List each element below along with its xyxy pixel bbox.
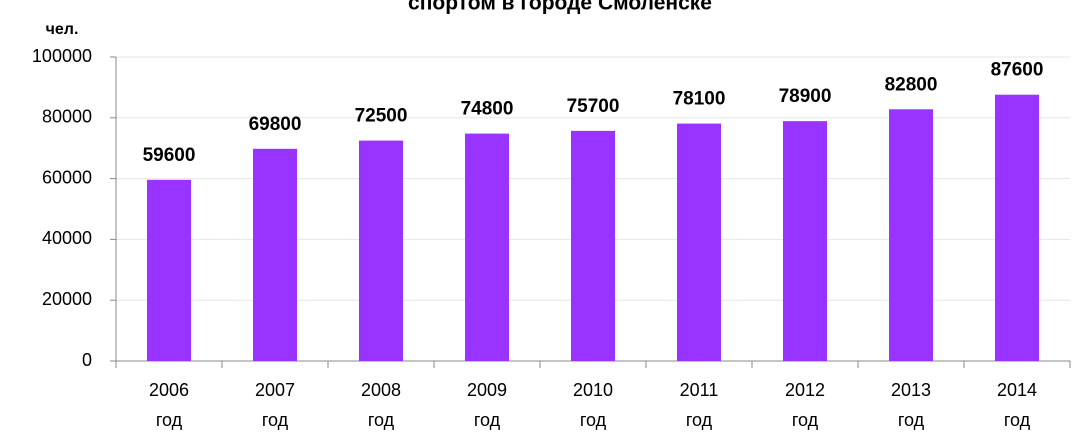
x-tick-label: 2006 год	[148, 380, 190, 430]
y-axis-label: чел.	[46, 21, 79, 38]
y-tick-label: 60000	[42, 167, 92, 187]
bar	[995, 94, 1039, 362]
data-label: 69800	[249, 114, 302, 135]
chart-title: спортом в городе Смоленске	[408, 0, 712, 15]
bar	[253, 148, 297, 361]
y-tick-label: 20000	[42, 289, 92, 309]
data-label: 72500	[355, 106, 408, 127]
y-tick-label: 100000	[32, 46, 92, 66]
y-tick-label: 0	[82, 350, 92, 370]
bar	[465, 133, 509, 361]
data-label: 78900	[779, 86, 832, 107]
data-label: 59600	[143, 145, 196, 166]
bar	[889, 109, 933, 362]
data-label: 82800	[885, 74, 938, 95]
bar	[147, 179, 191, 361]
x-tick-label: 2009 год	[466, 380, 508, 430]
bar	[783, 121, 827, 361]
bar	[677, 123, 721, 362]
x-tick-label: 2010 год	[572, 380, 614, 430]
x-tick-label: 2008 год	[360, 380, 402, 430]
x-tick-label: 2011 год	[679, 380, 719, 430]
data-label: 87600	[991, 60, 1044, 81]
data-label: 78100	[673, 89, 726, 110]
data-label: 74800	[461, 99, 514, 120]
data-label: 75700	[567, 96, 620, 117]
x-tick-label: 2007 год	[254, 380, 296, 430]
x-tick-label: 2013 год	[890, 380, 932, 430]
bar	[571, 130, 615, 361]
x-tick-label: 2014 год	[996, 380, 1038, 430]
y-tick-label: 40000	[42, 228, 92, 248]
x-tick-label: 2012 год	[784, 380, 826, 430]
y-tick-label: 80000	[42, 107, 92, 127]
bar	[359, 140, 403, 361]
